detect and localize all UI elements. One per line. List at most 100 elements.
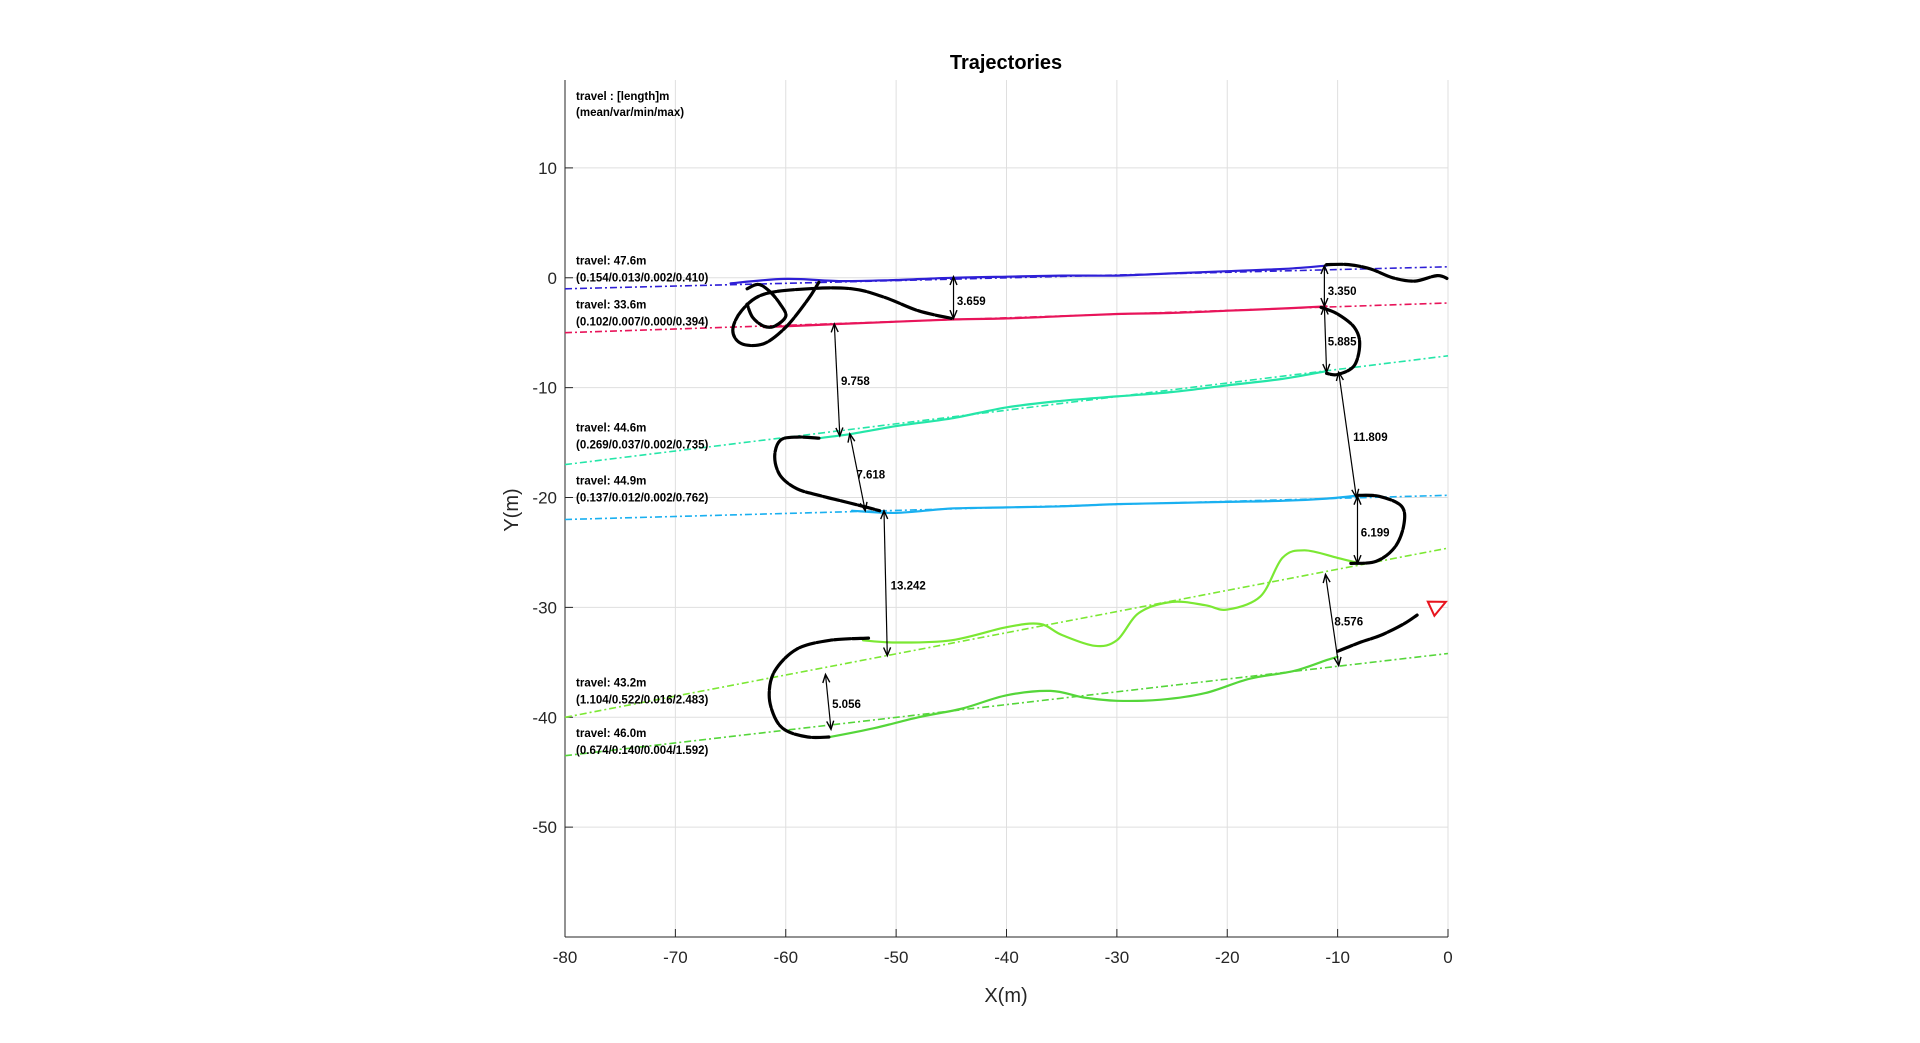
x-tick-label: -40: [994, 948, 1019, 967]
distance-line: [849, 433, 866, 511]
series-label: travel: 46.0m: [576, 728, 646, 740]
distance-annotation: 11.809: [1335, 370, 1388, 500]
distance-arrow-head: [1320, 263, 1329, 275]
distance-annotation: 7.618: [847, 432, 886, 513]
distance-arrow-head: [847, 432, 856, 443]
connection-segment: [767, 636, 871, 740]
series-label: (0.102/0.007/0.000/0.394): [576, 317, 709, 329]
x-tick-label: -50: [884, 948, 909, 967]
connection-segment: [731, 280, 953, 348]
y-tick-label: 0: [548, 269, 557, 288]
series-2: travel: 44.6m (0.269/0.037/0.002/0.735): [564, 355, 1449, 466]
distance-line: [1338, 372, 1357, 498]
distance-annotation: 5.056: [822, 672, 861, 732]
x-tick-label: 0: [1443, 948, 1452, 967]
connection-segment: [1349, 493, 1407, 565]
legend-note-line: travel : [length]m: [576, 91, 669, 103]
connection-segment: [1325, 262, 1450, 283]
y-tick-label: 10: [538, 159, 557, 178]
series-reference-line: [564, 355, 1449, 466]
legend-note-line: (mean/var/min/max): [576, 107, 684, 119]
distance-label: 5.885: [1328, 336, 1357, 348]
distance-arrow-head: [830, 322, 839, 333]
y-axis-label: Y(m): [501, 488, 523, 531]
distance-label: 9.758: [841, 376, 870, 388]
y-tick-label: -10: [532, 379, 557, 398]
distance-line: [1323, 306, 1328, 373]
distance-arrow-head: [949, 309, 958, 321]
distance-arrow-head: [1335, 370, 1344, 382]
distance-annotation: 3.659: [949, 274, 986, 321]
distance-arrow-head: [1322, 363, 1331, 375]
distance-arrow-head: [822, 672, 831, 684]
distance-arrow-head: [835, 427, 844, 438]
distance-arrow-head: [882, 647, 892, 658]
series-reference-line: [564, 652, 1449, 757]
direction-arrow-head: [1426, 600, 1448, 618]
x-tick-label: -30: [1105, 948, 1130, 967]
distance-label: 5.056: [832, 699, 861, 711]
distance-annotation: 9.758: [830, 322, 870, 438]
series-1: travel: 33.6m (0.102/0.007/0.000/0.394): [564, 300, 1449, 334]
distance-arrow-head: [1353, 494, 1362, 505]
distance-annotation: 3.350: [1320, 263, 1357, 309]
distance-label: 8.576: [1334, 617, 1363, 629]
series-trajectory: [729, 264, 1328, 285]
distance-annotation: 6.199: [1353, 494, 1390, 566]
distance-label: 13.242: [891, 580, 926, 592]
series-label: travel: 47.6m: [576, 256, 646, 268]
distance-annotation: 5.885: [1320, 304, 1357, 375]
series-0: travel: 47.6m (0.154/0.013/0.002/0.410): [564, 256, 1449, 290]
distance-arrow-head: [1353, 554, 1362, 566]
distance-arrow-head: [1320, 304, 1329, 315]
x-tick-label: -20: [1215, 948, 1240, 967]
connection-paths: [731, 262, 1450, 740]
series-label: (0.137/0.012/0.002/0.762): [576, 492, 709, 504]
series-label: (0.674/0.140/0.004/1.592): [576, 745, 709, 757]
distance-line: [833, 323, 841, 437]
distance-line: [883, 510, 888, 656]
y-tick-label: -20: [532, 489, 557, 508]
series-trajectory: [861, 549, 1361, 648]
series-label: (0.269/0.037/0.002/0.735): [576, 440, 709, 452]
distance-arrow-head: [1322, 572, 1331, 584]
chart-title: Trajectories: [950, 52, 1062, 74]
series-label: travel: 43.2m: [576, 677, 646, 689]
distance-label: 7.618: [856, 469, 885, 481]
x-axis-label: X(m): [984, 985, 1027, 1007]
series-label: (1.104/0.522/0.016/2.483): [576, 694, 709, 706]
y-tick-label: -40: [532, 708, 557, 727]
connection-segment: [773, 435, 882, 513]
series-trajectory: [817, 370, 1328, 440]
distance-label: 11.809: [1353, 432, 1388, 444]
distance-arrow-head: [1333, 656, 1342, 668]
series-5: travel: 46.0m (0.674/0.140/0.004/1.592): [564, 652, 1449, 757]
series-label: travel: 44.6m: [576, 423, 646, 435]
distance-label: 3.659: [957, 296, 986, 308]
distance-line: [824, 674, 832, 730]
distance-arrow-head: [949, 274, 958, 286]
connection-segment: [1336, 613, 1419, 653]
distance-annotation: 8.576: [1322, 572, 1363, 668]
series-3: travel: 44.9m (0.137/0.012/0.002/0.762): [564, 475, 1449, 521]
connection-segment: [745, 282, 788, 329]
distance-label: 3.350: [1328, 286, 1357, 298]
distance-arrow-head: [880, 508, 889, 520]
plot-area: -80 -70 -60 -50 -40 -30 -20 -10 0 -50 -40 -30 -20 -10…: [532, 80, 1453, 967]
distance-line: [1324, 574, 1340, 666]
distance-annotation: 13.242: [880, 508, 926, 658]
series-trajectory: [828, 655, 1339, 739]
series-4: travel: 43.2m (1.104/0.522/0.016/2.483): [564, 547, 1449, 719]
series-trajectory: [762, 305, 1328, 329]
x-tick-label: -70: [663, 948, 688, 967]
x-tick-label: -10: [1325, 948, 1350, 967]
y-tick-label: -50: [532, 818, 557, 837]
x-tick-label: -80: [553, 948, 578, 967]
x-tick-label: -60: [773, 948, 798, 967]
distance-arrow-head: [826, 720, 835, 732]
distance-arrow-head: [859, 501, 868, 513]
series-label: travel: 44.9m: [576, 475, 646, 487]
series-trajectory: [850, 494, 1361, 515]
y-tick-label: -30: [532, 598, 557, 617]
